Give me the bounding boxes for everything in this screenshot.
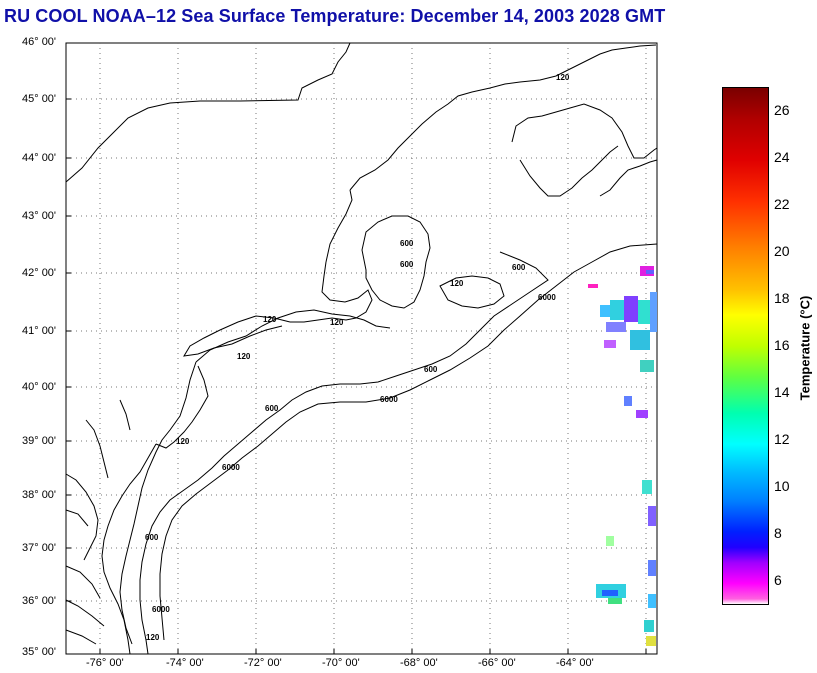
coastline-north [349, 44, 657, 191]
border-line [65, 42, 351, 183]
contour-label-600-e: 600 [265, 404, 279, 413]
lat-label-41: 41° 00' [22, 325, 57, 337]
lon-label-74: -74° 00' [166, 657, 204, 669]
lat-label-37: 37° 00' [22, 542, 57, 554]
lat-label-42: 42° 00' [22, 267, 57, 279]
contour-label-120-b: 120 [330, 318, 344, 327]
coastline-cape-cod [290, 261, 373, 323]
contour-label-600-f: 600 [145, 533, 159, 542]
contour-label-6000-d: 6000 [538, 293, 556, 302]
lon-label-72: -72° 00' [244, 657, 282, 669]
colorbar-tick: 24 [774, 148, 790, 165]
frame-ticks [66, 98, 647, 654]
colorbar-tick: 18 [774, 289, 790, 306]
contour-label-120-c: 120 [237, 352, 251, 361]
map-title: RU COOL NOAA–12 Sea Surface Temperature:… [4, 6, 666, 26]
colorbar-tick: 10 [774, 478, 790, 495]
lon-label-64: -64° 00' [556, 657, 594, 669]
contour-label-600-c: 600 [512, 263, 526, 272]
lat-label-44: 44° 00' [22, 152, 57, 164]
colorbar-tick: 14 [774, 384, 790, 401]
contour-label-600-a: 600 [400, 239, 414, 248]
map-frame [65, 42, 658, 655]
contour-label-600-b: 600 [400, 260, 414, 269]
lat-label-38: 38° 00' [22, 489, 57, 501]
contour-label-6000-c: 6000 [152, 605, 170, 614]
sst-patches [588, 266, 657, 646]
isobath-600 [139, 251, 549, 655]
colorbar-tick: 16 [774, 337, 790, 353]
lon-label-76: -76° 00' [86, 657, 124, 669]
colorbar-tick: 8 [774, 525, 782, 542]
lon-label-70: -70° 00' [322, 657, 360, 669]
lat-label-40: 40° 00' [22, 381, 57, 393]
contour-label-120-f: 120 [450, 279, 464, 288]
lat-label-36: 36° 00' [22, 595, 57, 607]
contour-label-120-a: 120 [263, 315, 277, 324]
coastline-nova-scotia-south [599, 159, 658, 197]
lon-label-68: -68° 00' [400, 657, 438, 669]
lat-label-39: 39° 00' [22, 435, 57, 447]
isobath-120 [119, 309, 391, 645]
colorbar-tick: 22 [774, 195, 790, 212]
colorbar-tick: 20 [774, 242, 790, 259]
isobath-6000 [159, 243, 658, 641]
colorbar [722, 87, 769, 605]
contour-label-6000-a: 6000 [380, 395, 398, 404]
isobath-600-bank [439, 275, 505, 309]
colorbar-tick: 12 [774, 431, 790, 448]
coastline-new-jersey [155, 365, 209, 449]
lon-label-66: -66° 00' [478, 657, 516, 669]
colorbar-tick: 26 [774, 101, 790, 118]
contour-label-600-d: 600 [424, 365, 438, 374]
lat-label-43: 43° 00' [22, 210, 57, 222]
lat-label-45: 45° 00' [22, 93, 57, 105]
lat-label-35: 35° 00' [22, 646, 57, 658]
lat-label-46: 46° 00' [22, 36, 57, 48]
coastline-delmarva [101, 443, 157, 655]
colorbar-label: Temperature (°C) [797, 295, 813, 401]
coastline-chesapeake [65, 399, 131, 645]
coastline-maine [325, 189, 353, 263]
contour-label-120-d: 120 [176, 437, 190, 446]
colorbar-tick: 6 [774, 572, 782, 589]
isobath-120-gulf [361, 215, 431, 309]
contour-label-120-g: 120 [556, 73, 570, 82]
coastline-long-island [183, 315, 291, 357]
contour-label-6000-b: 6000 [222, 463, 240, 472]
contour-label-120-e: 120 [146, 633, 160, 642]
coastline-nova-scotia [511, 103, 658, 197]
